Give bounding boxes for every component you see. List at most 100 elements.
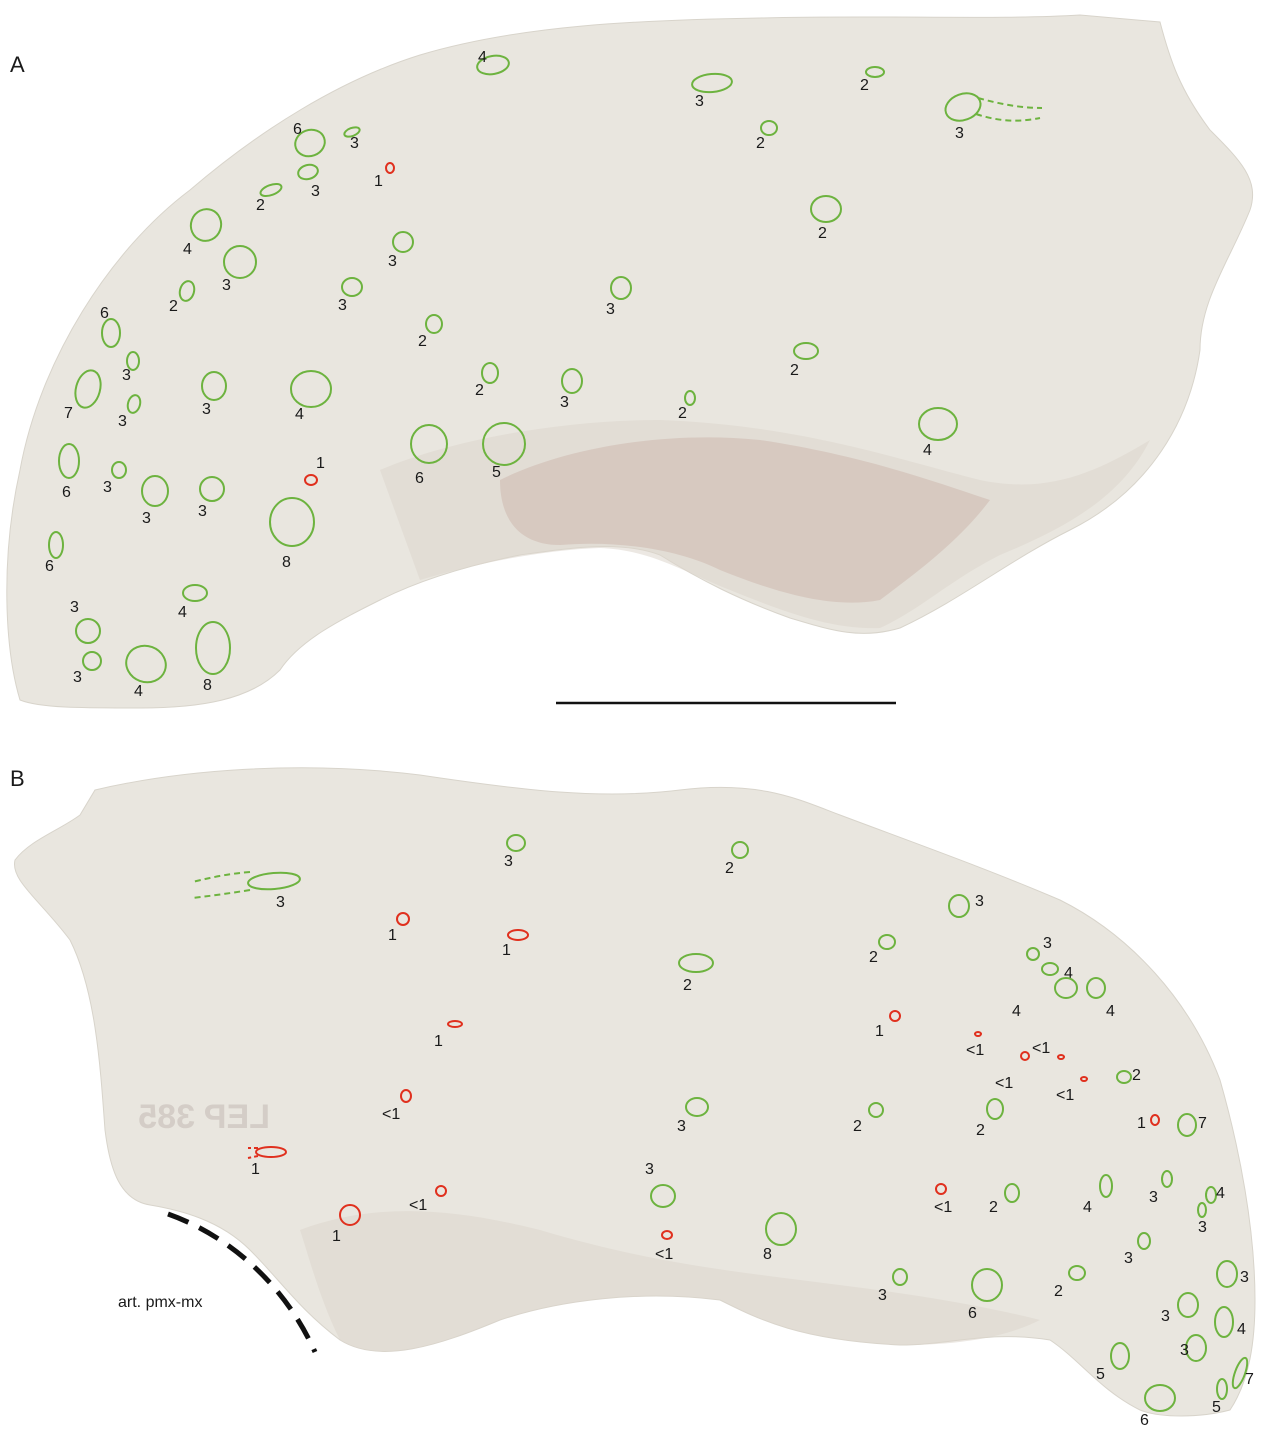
green-foramen-outline bbox=[297, 163, 319, 181]
green-foramen-outline bbox=[1110, 1342, 1130, 1370]
green-foramen-outline bbox=[1116, 1070, 1132, 1084]
green-foramen-outline bbox=[126, 351, 140, 371]
foramen-size-label: <1 bbox=[995, 1075, 1013, 1092]
articulation-arc bbox=[167, 1211, 318, 1354]
green-foramen-outline bbox=[1161, 1170, 1173, 1188]
green-foramen-outline bbox=[189, 208, 223, 242]
foramen-size-label: <1 bbox=[934, 1199, 952, 1216]
bone-a-outline bbox=[6, 14, 1254, 709]
canal-extension-dashed bbox=[191, 871, 251, 883]
foramen-size-label: 2 bbox=[989, 1199, 998, 1216]
specimen-number: LEP 385 bbox=[138, 1098, 270, 1136]
foramen-size-label: 3 bbox=[122, 367, 131, 384]
foramen-size-label: 4 bbox=[1106, 1003, 1115, 1020]
red-foramen-outline bbox=[661, 1230, 673, 1240]
bone-a-dark-patch bbox=[500, 437, 990, 603]
green-foramen-outline bbox=[74, 369, 102, 409]
foramen-size-label: <1 bbox=[1056, 1087, 1074, 1104]
foramen-size-label: <1 bbox=[409, 1197, 427, 1214]
foramen-size-label: 2 bbox=[169, 298, 178, 315]
foramen-size-label: 2 bbox=[678, 405, 687, 422]
green-foramen-outline bbox=[944, 92, 982, 122]
green-foramen-outline bbox=[1205, 1186, 1217, 1204]
green-foramen-outline bbox=[971, 1268, 1003, 1302]
bone-b-ventral-shade bbox=[300, 1211, 1040, 1352]
green-foramen-outline bbox=[290, 370, 332, 408]
foramen-size-label: 3 bbox=[695, 93, 704, 110]
green-foramen-outline bbox=[58, 443, 80, 479]
foramen-size-label: 1 bbox=[875, 1023, 884, 1040]
foramen-size-label: 4 bbox=[295, 406, 304, 423]
green-foramen-outline bbox=[793, 342, 819, 360]
foramen-size-label: 1 bbox=[502, 942, 511, 959]
green-foramen-outline bbox=[1216, 1260, 1238, 1288]
foramen-size-label: 7 bbox=[1245, 1371, 1254, 1388]
green-foramen-outline bbox=[731, 841, 749, 859]
foramen-size-label: 3 bbox=[606, 301, 615, 318]
foramen-size-label: 4 bbox=[134, 683, 143, 700]
green-foramen-outline bbox=[199, 476, 225, 502]
foramen-size-label: 2 bbox=[790, 362, 799, 379]
foramen-size-label: 3 bbox=[73, 669, 82, 686]
foramen-size-label: 6 bbox=[62, 484, 71, 501]
green-foramen-outline bbox=[1086, 977, 1106, 999]
green-foramen-outline bbox=[481, 362, 499, 384]
foramen-size-label: 1 bbox=[316, 455, 325, 472]
panel-b-letter: B bbox=[10, 766, 25, 791]
foramen-size-label: 1 bbox=[332, 1228, 341, 1245]
foramen-size-label: 2 bbox=[853, 1118, 862, 1135]
foramen-size-label: <1 bbox=[382, 1106, 400, 1123]
foramen-size-label: 3 bbox=[1240, 1269, 1249, 1286]
green-foramen-outline bbox=[1231, 1356, 1249, 1390]
foramen-size-label: 5 bbox=[1212, 1399, 1221, 1416]
foramen-size-label: 3 bbox=[70, 599, 79, 616]
green-foramen-outline bbox=[126, 394, 142, 414]
foramen-size-label: 1 bbox=[374, 173, 383, 190]
foramen-size-label: 3 bbox=[103, 479, 112, 496]
foramen-size-label: 1 bbox=[251, 1161, 260, 1178]
foramen-size-label: 2 bbox=[1132, 1067, 1141, 1084]
red-foramen-outline bbox=[339, 1204, 361, 1226]
green-foramen-outline bbox=[182, 584, 208, 602]
articulation-label: art. pmx-mx bbox=[118, 1294, 202, 1311]
red-foramen-outline bbox=[889, 1010, 901, 1022]
red-foramen-outline bbox=[400, 1089, 412, 1103]
green-foramen-outline bbox=[684, 390, 696, 406]
green-foramen-outline bbox=[125, 644, 167, 684]
foramen-size-label: 6 bbox=[1140, 1412, 1149, 1429]
foramen-size-label: 3 bbox=[645, 1161, 654, 1178]
foramen-size-label: 3 bbox=[1161, 1308, 1170, 1325]
green-foramen-outline bbox=[201, 371, 227, 401]
green-foramen-outline bbox=[425, 314, 443, 334]
canal-extension-dashed bbox=[977, 97, 1043, 109]
foramen-size-label: 3 bbox=[504, 853, 513, 870]
foramen-size-label: 2 bbox=[869, 949, 878, 966]
green-foramen-outline bbox=[392, 231, 414, 253]
green-foramen-outline bbox=[610, 276, 632, 300]
green-foramen-outline bbox=[294, 128, 326, 158]
canal-extension-dashed bbox=[247, 1155, 259, 1159]
foramen-size-label: 3 bbox=[1043, 935, 1052, 952]
foramen-size-label: 3 bbox=[1180, 1342, 1189, 1359]
red-foramen-outline bbox=[385, 162, 395, 174]
canal-extension-dashed bbox=[975, 113, 1041, 122]
foramen-size-label: 2 bbox=[418, 333, 427, 350]
foramen-size-label: 2 bbox=[683, 977, 692, 994]
foramen-size-label: 6 bbox=[45, 558, 54, 575]
foramen-size-label: 2 bbox=[725, 860, 734, 877]
foramen-size-label: 1 bbox=[434, 1033, 443, 1050]
red-foramen-outline bbox=[974, 1031, 982, 1037]
red-foramen-outline bbox=[447, 1020, 463, 1028]
panel-a-letter: A bbox=[10, 52, 25, 77]
green-foramen-outline bbox=[1004, 1183, 1020, 1203]
green-foramen-outline bbox=[1216, 1378, 1228, 1400]
foramen-size-label: 5 bbox=[492, 464, 501, 481]
red-foramen-outline bbox=[255, 1146, 287, 1158]
green-foramen-outline bbox=[259, 182, 283, 198]
green-foramen-outline bbox=[341, 277, 363, 297]
foramen-size-label: 3 bbox=[350, 135, 359, 152]
foramen-size-label: 4 bbox=[178, 604, 187, 621]
foramen-size-label: 7 bbox=[64, 405, 73, 422]
